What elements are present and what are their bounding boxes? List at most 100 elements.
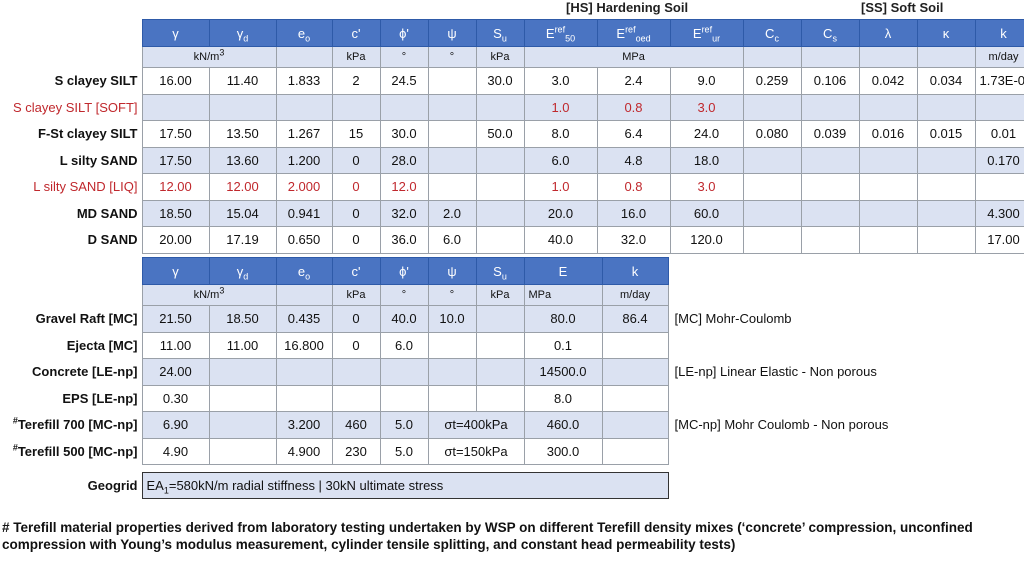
table-cell: 30.0 (475, 67, 525, 95)
table-cell: 16.00 (141, 67, 210, 95)
table-cell: 9.0 (669, 67, 744, 95)
table-cell (475, 199, 525, 227)
row-label: #Terefill 500 [MC-np] (0, 438, 142, 465)
table-row: S clayey SILT [SOFT] 1.0 0.8 3.0 (0, 93, 1024, 121)
table-row: #Terefill 700 [MC-np] 6.90 3.200 460 5.0 σt=4… (0, 411, 950, 439)
table-cell: 0.1 (523, 331, 603, 359)
table-cell: 0 (331, 226, 381, 254)
table-cell (916, 199, 976, 227)
row-label: #Terefill 700 [MC-np] (0, 411, 142, 438)
footnote: # Terefill material properties derived f… (2, 520, 973, 552)
table-cell (475, 93, 525, 121)
ss-model-label: [SS] Soft Soil (861, 0, 944, 15)
geogrid-row: Geogrid EA1=580kN/m radial stiffness | 3… (0, 472, 950, 499)
row-label: Ejecta [MC] (0, 332, 142, 359)
table-cell: 0.8 (596, 93, 671, 121)
table-cell: 50.0 (475, 120, 525, 148)
table-cell (742, 173, 802, 201)
table-cell: 2.000 (275, 173, 333, 201)
table-cell: 0.170 (974, 146, 1024, 174)
table-cell (800, 199, 860, 227)
table-cell: 24.5 (379, 67, 429, 95)
table-cell: 0.080 (742, 120, 802, 148)
row-label: S clayey SILT [SOFT] (0, 94, 142, 121)
table-cell: 16.0 (596, 199, 671, 227)
table-cell (601, 384, 669, 412)
col-e0: eo (275, 19, 333, 47)
unit-mpa: MPa (523, 46, 744, 68)
table-cell (742, 199, 802, 227)
unit-perm: m/day (974, 46, 1024, 68)
table-cell: 0.8 (596, 173, 671, 201)
col-kappa: κ (916, 19, 976, 47)
table-cell: 12.00 (141, 173, 210, 201)
table-row: #Terefill 500 [MC-np] 4.90 4.900 230 5.0 σt=1… (0, 437, 950, 465)
table-row: Gravel Raft [MC] 21.50 18.50 0.435 0 40.0 10.0… (0, 305, 950, 333)
col-e0: eo (275, 257, 333, 285)
table-cell: 86.4 (601, 305, 669, 333)
soil-properties-table: γ γd eo c' ϕ' ψ Su Eref50 Erefoed Erefur… (0, 19, 1024, 254)
table-cell: 40.0 (523, 226, 598, 254)
table-cell: 5.0 (379, 411, 429, 439)
table-cell: 0.016 (858, 120, 918, 148)
table-cell: 1.200 (275, 146, 333, 174)
table-cell (141, 93, 210, 121)
table-cell (475, 331, 525, 359)
table-cell (974, 173, 1024, 201)
table-cell: 40.0 (379, 305, 429, 333)
table-cell (800, 226, 860, 254)
table-cell: 18.50 (208, 305, 277, 333)
table-cell: 28.0 (379, 146, 429, 174)
table-row: EPS [LE-np] 0.30 8.0 (0, 384, 950, 412)
table-cell: 4.8 (596, 146, 671, 174)
table-cell: 300.0 (523, 437, 603, 465)
row-label: L silty SAND [LIQ] (0, 173, 142, 200)
table-cell: 0.106 (800, 67, 860, 95)
table-cell: 15.04 (208, 199, 277, 227)
unit-kn: kN/m3 (141, 284, 277, 306)
table-cell (601, 358, 669, 386)
model-note: [MC] Mohr-Coulomb (668, 305, 950, 332)
table-cell (601, 411, 669, 439)
col-su: Su (475, 257, 525, 285)
row-label: Gravel Raft [MC] (0, 305, 142, 332)
col-phi: ϕ' (379, 19, 429, 47)
table-cell (208, 358, 277, 386)
model-note: [LE-np] Linear Elastic - Non porous (668, 358, 950, 385)
table1-header-row: γ γd eo c' ϕ' ψ Su Eref50 Erefoed Erefur… (0, 19, 1024, 47)
table-cell (427, 146, 477, 174)
col-gamma: γ (141, 19, 210, 47)
table-cell: 18.50 (141, 199, 210, 227)
table-row: L silty SAND 17.50 13.60 1.200 0 28.0 6.0 4.8 18… (0, 146, 1024, 174)
table-cell: 8.0 (523, 120, 598, 148)
other-materials-table: γ γd eo c' ϕ' ψ Su E k kN/m3 kPa ° ° kPa… (0, 257, 950, 499)
unit-deg: ° (427, 46, 477, 68)
table-cell (858, 93, 918, 121)
table-cell (427, 384, 477, 412)
unit-kpa: kPa (331, 46, 381, 68)
table-cell: 0.30 (141, 384, 210, 412)
col-e: E (523, 257, 603, 285)
col-eur: Erefur (669, 19, 744, 47)
table-cell: 0.941 (275, 199, 333, 227)
table2-header-row: γ γd eo c' ϕ' ψ Su E k (0, 257, 950, 285)
col-k: k (601, 257, 669, 285)
table-cell: 11.00 (141, 331, 210, 359)
table-cell: 24.0 (669, 120, 744, 148)
table-cell (208, 93, 277, 121)
table-cell (427, 120, 477, 148)
table-cell: 0 (331, 305, 381, 333)
col-k: k (974, 19, 1024, 47)
table-cell: 20.0 (523, 199, 598, 227)
table-cell: 14500.0 (523, 358, 603, 386)
table-cell: 230 (331, 437, 381, 465)
table-cell (427, 358, 477, 386)
table-cell: 32.0 (596, 226, 671, 254)
table-cell (427, 173, 477, 201)
table-cell: 30.0 (379, 120, 429, 148)
table-cell: 6.0 (379, 331, 429, 359)
table-cell: 17.00 (974, 226, 1024, 254)
row-label: EPS [LE-np] (0, 385, 142, 412)
table-cell: 0.042 (858, 67, 918, 95)
table-cell: 10.0 (427, 305, 477, 333)
